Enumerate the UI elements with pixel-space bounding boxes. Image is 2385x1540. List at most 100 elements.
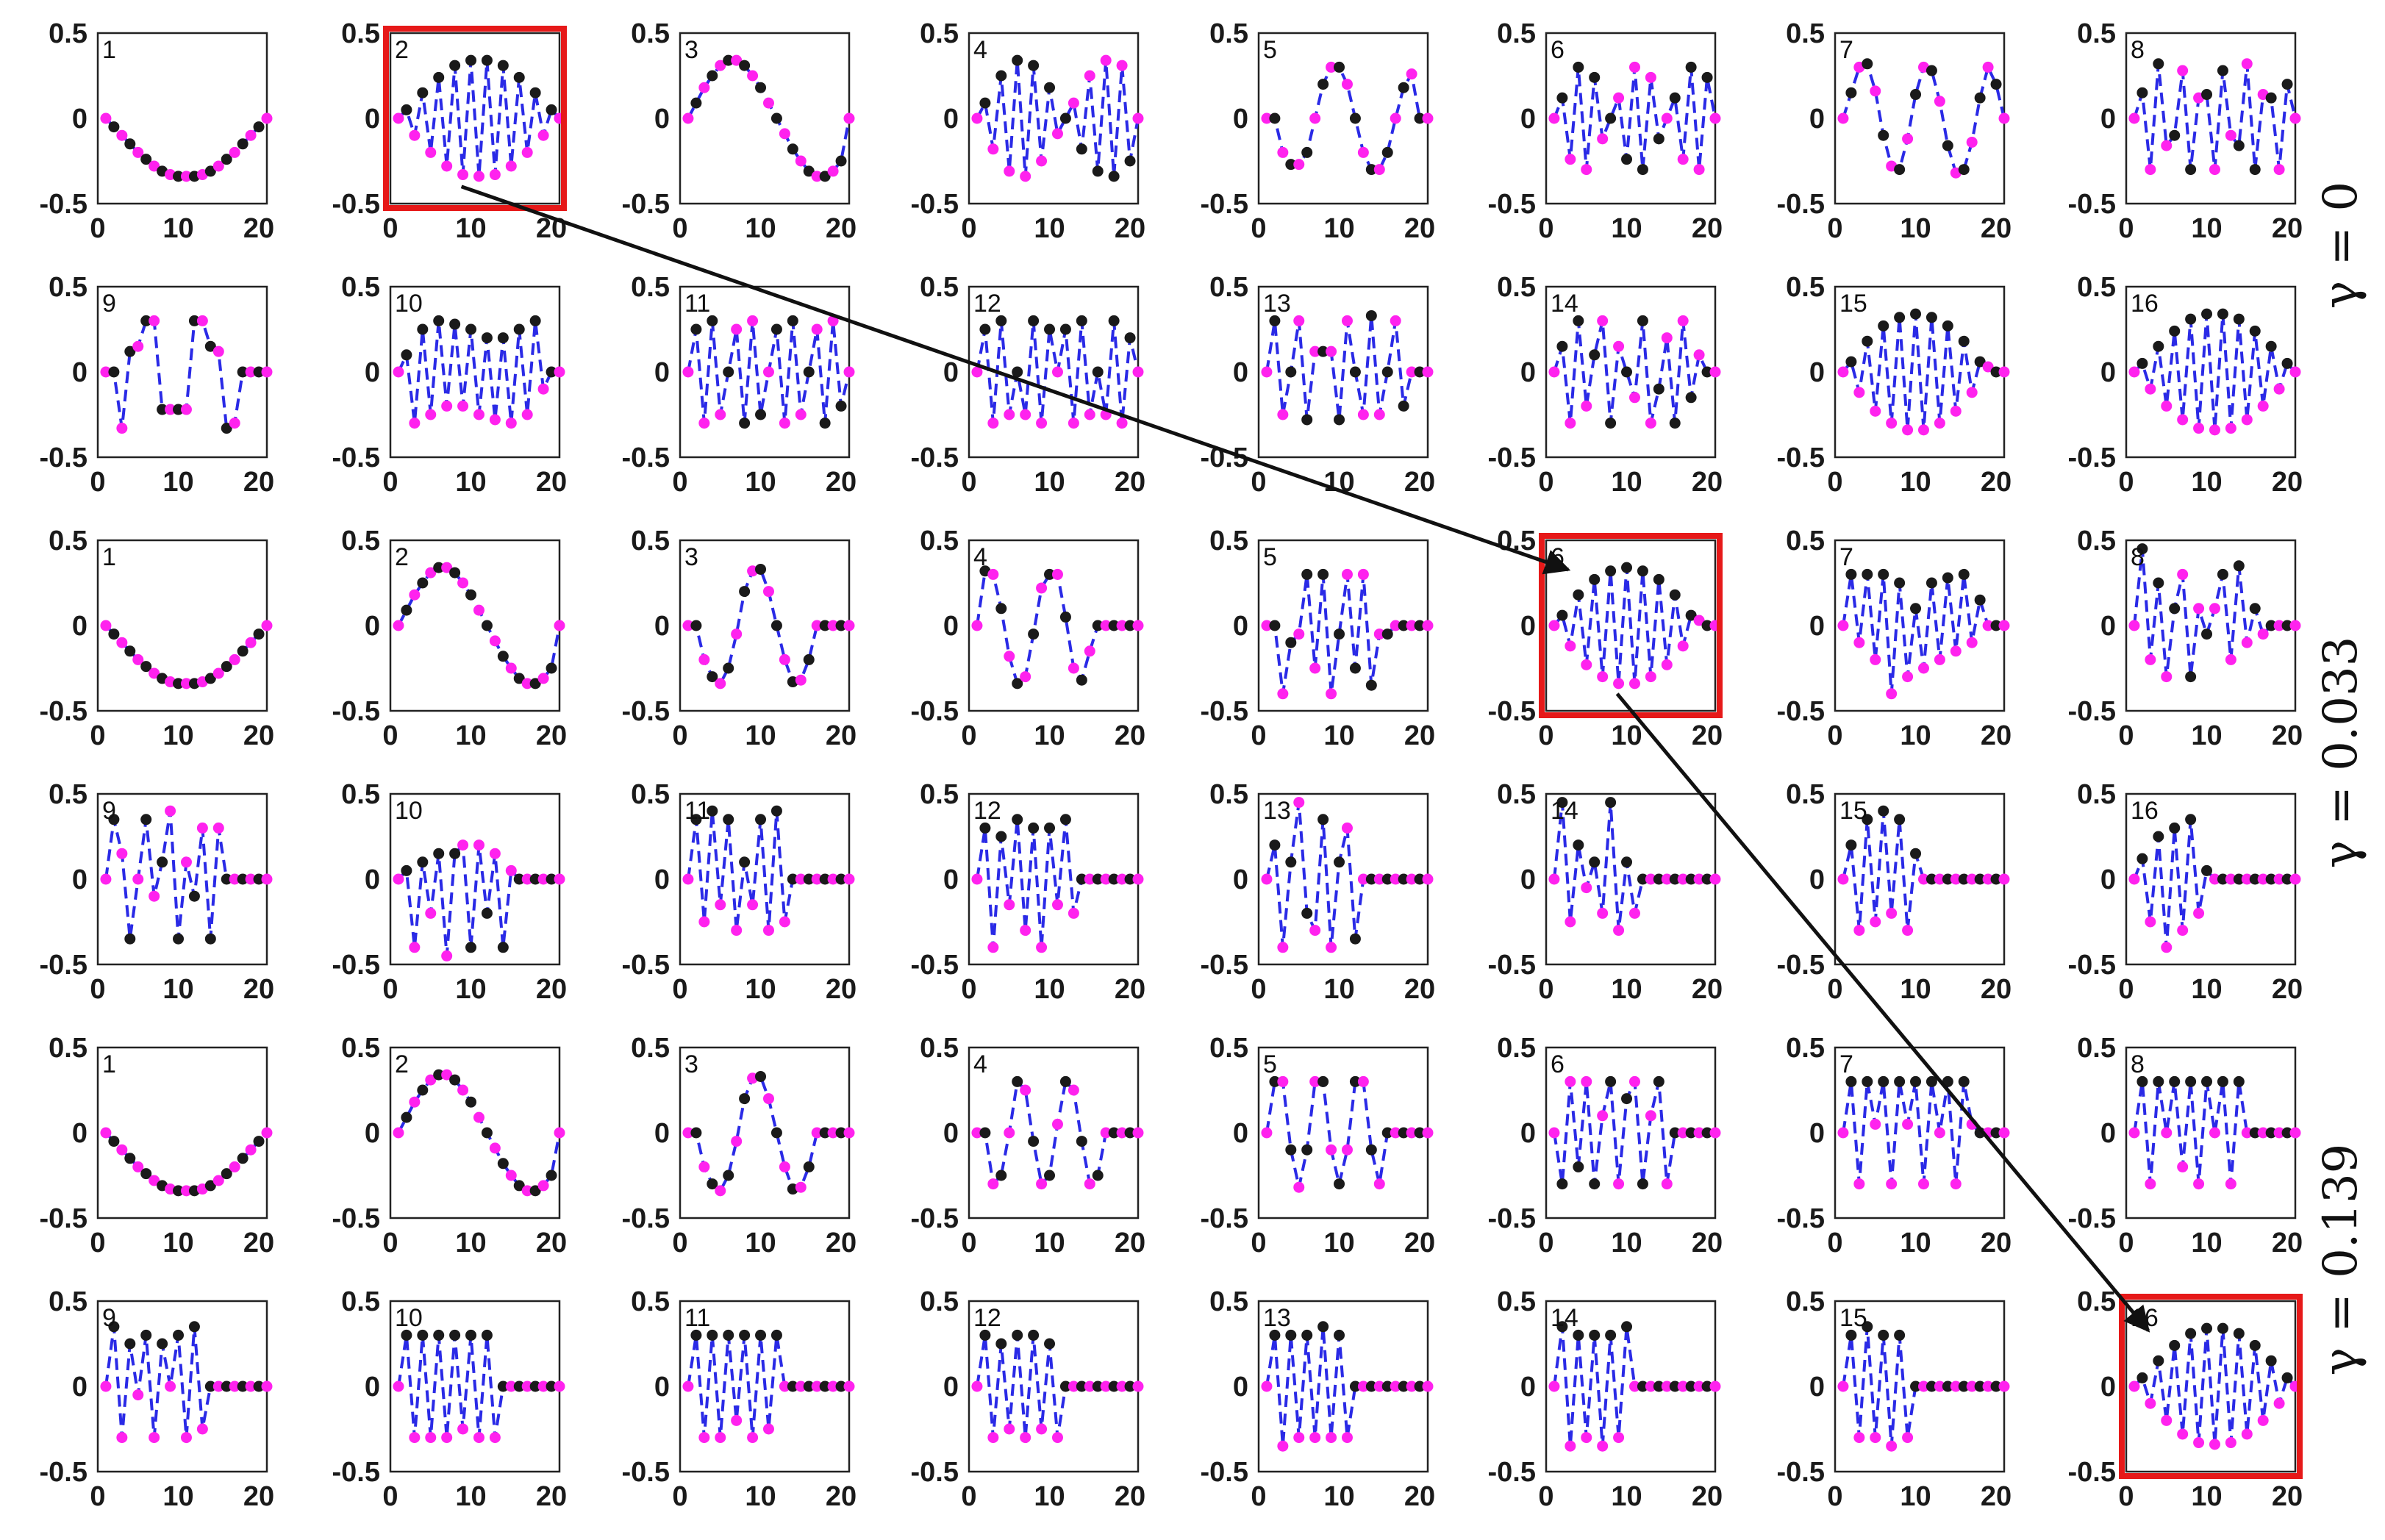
data-point [1124,1127,1136,1139]
data-point [779,653,790,665]
data-point [1894,1329,1906,1341]
data-point [715,1185,726,1197]
data-point [1398,620,1409,631]
data-point [770,620,782,631]
data-point [682,112,694,124]
data-point [245,366,257,378]
data-point [698,418,710,429]
data-point [132,340,144,352]
y-tick-label: 0 [1520,1372,1536,1403]
data-point [489,635,501,647]
x-tick-label: 20 [2272,467,2303,498]
data-point [1958,873,1970,885]
panel-g2-mode-9: 90.50-0.50 10 20 [40,1286,275,1512]
data-point [1092,165,1104,177]
data-point [1565,1075,1576,1087]
data-point [1044,82,1056,93]
y-tick-label: 0 [943,611,959,642]
panel-g2-mode-2: 20.50-0.50 10 20 [332,1033,568,1258]
panel-index-label: 11 [684,1304,710,1332]
data-point [1853,387,1865,398]
data-point [1100,1127,1112,1139]
y-tick-label: 0.5 [631,272,670,303]
data-point [2145,653,2156,665]
data-point [2137,1372,2148,1383]
data-point [149,890,160,902]
y-tick-label: -0.5 [911,1457,959,1488]
data-point [425,1432,437,1444]
y-tick-label: -0.5 [2068,696,2116,727]
data-point [1653,1380,1665,1392]
x-tick-label: 20 [1981,720,2012,751]
data-point [1341,315,1353,326]
panel-index-label: 1 [102,1050,116,1078]
data-point [762,586,774,598]
data-point [1669,1127,1681,1139]
x-tick-label: 0 [90,1481,105,1512]
data-point [1942,140,1953,151]
x-tick-label: 10 [1900,467,1931,498]
data-point [1998,1380,2010,1392]
data-point [1116,873,1128,885]
data-point [1100,54,1112,66]
x-tick-label: 20 [2272,1481,2303,1512]
data-point [1020,925,1031,936]
data-point [1950,645,1962,657]
data-point [770,805,782,817]
data-point [221,154,232,165]
data-point [2128,1380,2140,1392]
data-point [1020,671,1031,683]
data-point [1301,907,1313,919]
data-point [811,1380,823,1392]
x-tick-label: 20 [243,1228,274,1258]
panel-index-label: 11 [684,290,710,318]
data-point [489,1432,501,1444]
data-point [1645,671,1656,683]
data-point [1390,620,1401,631]
data-point [1628,678,1640,690]
data-point [546,1380,557,1392]
data-point [449,60,461,71]
data-point [433,562,445,573]
x-tick-label: 0 [90,213,105,244]
x-tick-label: 20 [1115,720,1145,751]
data-point [229,146,240,158]
data-point [779,916,790,928]
data-point [1677,315,1689,326]
data-point [698,653,710,665]
x-tick-label: 20 [243,974,274,1005]
data-point [116,1144,128,1156]
data-point [1637,565,1648,577]
y-tick-label: 0 [2100,611,2116,642]
data-point [1966,387,1978,398]
data-point [715,678,726,690]
y-tick-label: 0 [654,104,670,135]
data-point [1261,366,1273,378]
data-point [715,409,726,420]
panel-index-label: 2 [395,36,409,64]
data-point [157,404,168,415]
panel-index-label: 2 [395,1050,409,1078]
data-point [770,323,782,335]
data-point [513,873,525,885]
data-point [2161,400,2173,412]
data-point [100,366,112,378]
data-point [1406,620,1417,631]
x-tick-label: 0 [90,1228,105,1258]
data-point [157,1338,168,1350]
data-point [1853,1178,1865,1190]
data-point [1285,159,1297,171]
data-point [1036,1423,1048,1435]
y-tick-label: 0.5 [1786,18,1825,49]
y-tick-label: 0 [2100,1372,2116,1403]
data-point [245,637,257,648]
x-tick-label: 0 [672,1228,687,1258]
data-point [417,577,429,589]
data-point [1044,1338,1056,1350]
data-point [221,661,232,673]
data-point [1917,1178,1929,1190]
data-point [1958,164,1970,176]
data-point [2249,1339,2261,1351]
data-point [1076,1380,1087,1392]
